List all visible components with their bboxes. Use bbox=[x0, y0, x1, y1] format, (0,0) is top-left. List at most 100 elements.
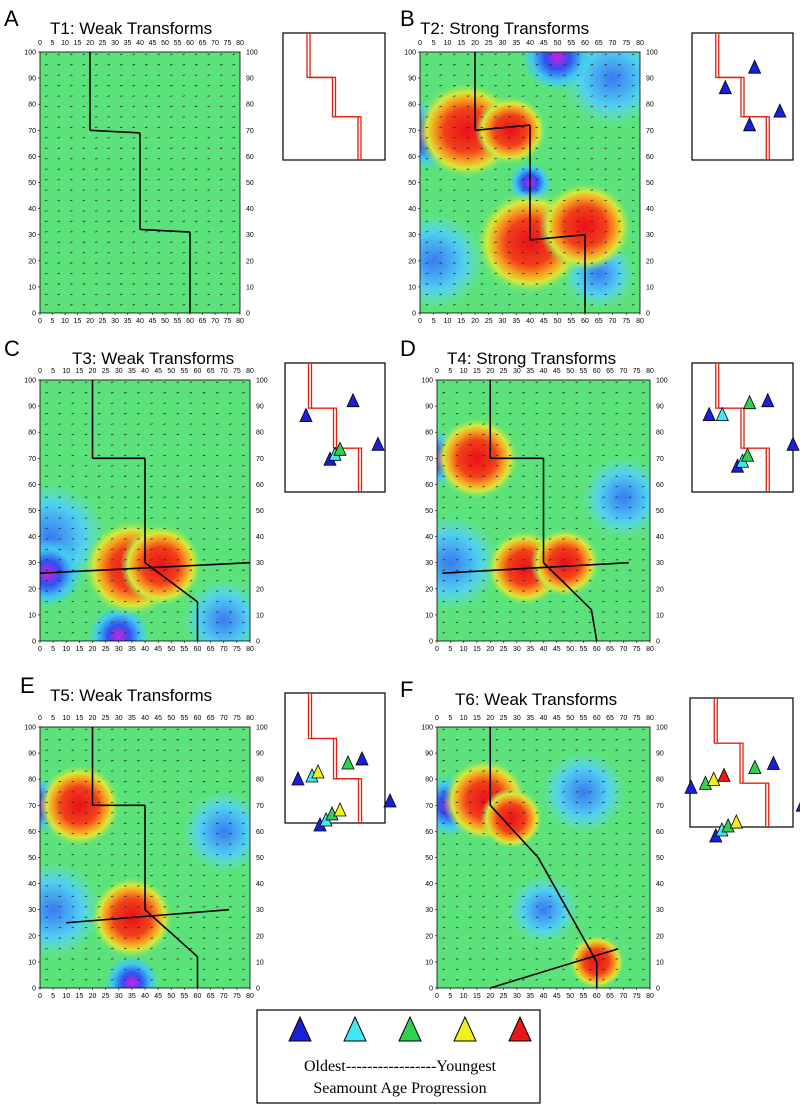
seamount bbox=[729, 814, 743, 829]
flow-vector bbox=[215, 517, 219, 519]
flow-vector bbox=[588, 801, 592, 804]
flow-vector bbox=[494, 251, 497, 254]
flow-vector bbox=[219, 231, 223, 233]
flow-vector bbox=[588, 506, 592, 509]
flow-vector bbox=[229, 538, 232, 540]
flow-vector bbox=[575, 527, 579, 530]
flow-vector bbox=[455, 538, 459, 540]
flow-vector bbox=[562, 791, 565, 793]
flow-vector bbox=[563, 84, 566, 87]
flow-vector bbox=[535, 947, 539, 950]
flow-vector bbox=[84, 444, 88, 446]
flow-vector bbox=[232, 272, 236, 275]
flow-vector bbox=[45, 759, 48, 762]
x-tick-label: 20 bbox=[486, 646, 494, 653]
flow-vector bbox=[189, 527, 193, 530]
flow-vector bbox=[137, 947, 140, 950]
flow-vector bbox=[468, 864, 472, 866]
flow-vector bbox=[439, 53, 442, 55]
flow-vector bbox=[169, 147, 173, 149]
flow-vector bbox=[508, 600, 512, 603]
flow-vector bbox=[215, 906, 219, 908]
flow-vector bbox=[71, 632, 75, 634]
x-tick-label: 30 bbox=[513, 715, 521, 722]
flow-vector bbox=[163, 968, 166, 971]
flow-vector bbox=[119, 262, 123, 264]
flow-vector bbox=[482, 579, 485, 582]
flow-vector bbox=[442, 843, 445, 845]
flow-vector bbox=[549, 126, 552, 129]
x-tick-label: 35 bbox=[128, 368, 136, 375]
y-tick-label: 10 bbox=[425, 612, 433, 619]
y-tick-label: 10 bbox=[646, 284, 654, 291]
x-tick-label: 60 bbox=[593, 368, 601, 375]
flow-vector bbox=[189, 475, 193, 477]
y-tick-label: 70 bbox=[28, 128, 36, 135]
flow-vector bbox=[97, 548, 101, 551]
flow-vector bbox=[604, 293, 607, 296]
flow-vector bbox=[588, 822, 592, 824]
flow-vector bbox=[535, 475, 539, 477]
flow-vector bbox=[563, 293, 566, 296]
flow-vector bbox=[163, 770, 166, 772]
flow-vector bbox=[215, 739, 219, 741]
flow-vector bbox=[189, 864, 193, 866]
flow-vector bbox=[631, 147, 635, 149]
x-tick-label: 40 bbox=[526, 40, 534, 47]
flow-vector bbox=[642, 496, 645, 498]
flow-vector bbox=[94, 126, 98, 129]
flow-vector bbox=[508, 304, 511, 306]
flow-vector bbox=[495, 579, 499, 582]
flow-vector bbox=[45, 728, 48, 730]
flow-vector bbox=[189, 749, 193, 751]
flow-vector bbox=[94, 84, 98, 87]
flow-vector bbox=[71, 496, 75, 498]
flow-vector bbox=[563, 251, 566, 254]
flow-vector bbox=[219, 199, 223, 202]
flow-vector bbox=[69, 251, 73, 254]
flow-vector bbox=[615, 770, 619, 772]
flow-vector bbox=[176, 527, 180, 530]
x-tick-label: 50 bbox=[167, 368, 175, 375]
flow-vector bbox=[563, 168, 566, 170]
y-tick-label: 20 bbox=[646, 258, 654, 265]
flow-vector bbox=[137, 423, 140, 425]
flow-vector bbox=[602, 579, 605, 582]
y-tick-label: 20 bbox=[425, 933, 433, 940]
flow-vector bbox=[588, 968, 592, 971]
flow-vector bbox=[455, 506, 459, 509]
flow-vector bbox=[242, 749, 245, 751]
flow-vector bbox=[163, 979, 166, 981]
flow-vector bbox=[45, 423, 48, 425]
flow-vector bbox=[97, 590, 101, 592]
flow-vector bbox=[202, 496, 206, 498]
x-tick-label: 25 bbox=[500, 715, 508, 722]
flow-vector bbox=[229, 433, 232, 436]
flow-vector bbox=[71, 402, 75, 404]
flow-vector bbox=[229, 895, 232, 898]
flow-vector bbox=[207, 272, 211, 275]
flow-vector bbox=[169, 241, 173, 243]
flow-vector bbox=[132, 241, 136, 243]
flow-vector bbox=[631, 293, 635, 296]
flow-vector bbox=[124, 506, 127, 509]
flow-vector bbox=[522, 412, 525, 415]
flow-vector bbox=[242, 381, 245, 383]
flow-vector bbox=[176, 864, 180, 866]
flow-vector bbox=[69, 262, 73, 264]
y-tick-label: 0 bbox=[32, 639, 36, 646]
flow-vector bbox=[455, 979, 459, 981]
flow-vector bbox=[229, 926, 232, 929]
flow-vector bbox=[189, 833, 193, 835]
flow-vector bbox=[150, 600, 153, 603]
flow-vector bbox=[588, 906, 592, 908]
flow-vector bbox=[602, 739, 605, 741]
panel-title: T5: Weak Transforms bbox=[50, 686, 212, 705]
flow-vector bbox=[57, 189, 61, 191]
flow-vector bbox=[468, 739, 472, 741]
panel-title: T2: Strong Transforms bbox=[420, 19, 589, 38]
flow-vector bbox=[97, 759, 101, 762]
flow-vector bbox=[618, 189, 621, 191]
flow-vector bbox=[631, 126, 635, 129]
flow-vector bbox=[468, 958, 472, 960]
